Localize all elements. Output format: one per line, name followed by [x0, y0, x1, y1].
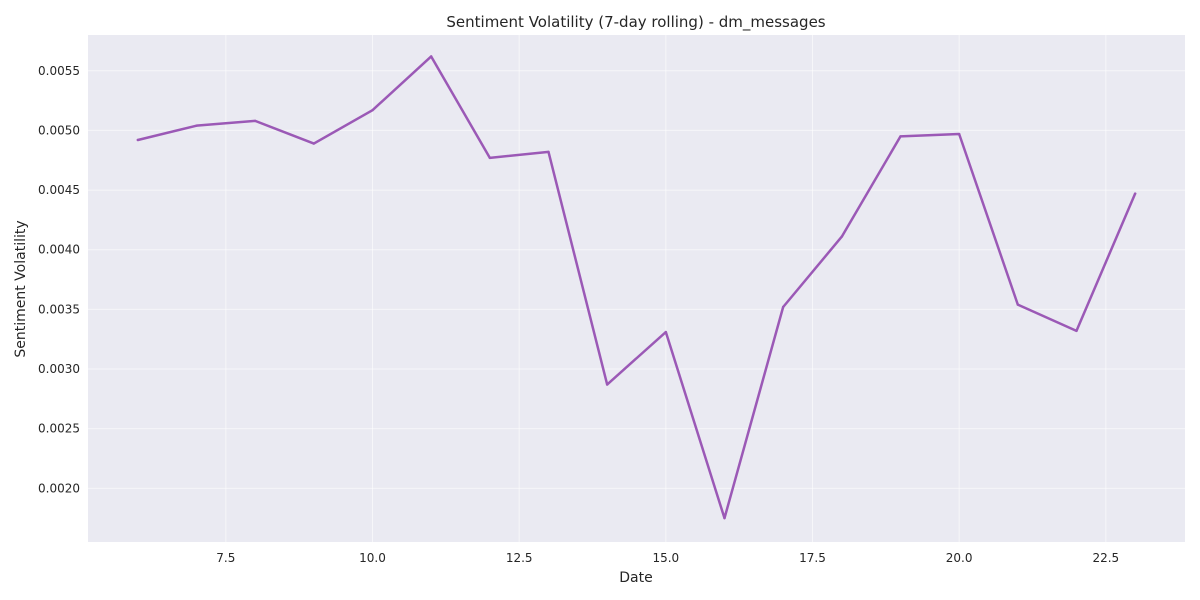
y-tick-label: 0.0055 [38, 64, 80, 78]
data-point [664, 330, 668, 334]
x-axis-label: Date [619, 570, 652, 586]
data-point [312, 142, 316, 145]
data-point [136, 138, 140, 142]
y-tick-label: 0.0020 [38, 481, 80, 495]
data-point [547, 150, 550, 154]
x-tick-label: 17.5 [799, 551, 826, 565]
y-tick-label: 0.0045 [38, 183, 80, 197]
data-point [899, 135, 902, 138]
data-point [840, 235, 844, 238]
data-point [1133, 192, 1137, 195]
y-tick-label: 0.0030 [38, 362, 80, 376]
data-point [605, 383, 609, 386]
tick-labels: 7.5 10.0 12.5 15.0 17.5 20.0 22.5 0.0020 0.0025 0… [38, 64, 1119, 565]
data-point [781, 305, 785, 309]
chart-title: Sentiment Volatility (7-day rolling) - d… [446, 13, 825, 32]
y-tick-label: 0.0025 [38, 422, 80, 436]
plot-area [88, 35, 1185, 542]
data-point [723, 516, 726, 520]
data-point [253, 119, 257, 123]
x-tick-label: 22.5 [1092, 551, 1119, 565]
data-point [371, 108, 374, 112]
x-tick-label: 10.0 [359, 551, 386, 565]
y-axis-label: Sentiment Volatility [13, 220, 29, 357]
x-tick-label: 12.5 [506, 551, 533, 565]
y-tick-label: 0.0050 [38, 123, 80, 137]
x-tick-label: 15.0 [652, 551, 679, 565]
y-tick-label: 0.0040 [38, 243, 80, 257]
y-tick-label: 0.0035 [38, 302, 80, 316]
x-tick-label: 7.5 [216, 551, 235, 565]
grid-layer [88, 35, 1185, 542]
data-point [195, 124, 198, 127]
data-point [488, 156, 492, 160]
data-point [957, 132, 961, 136]
series-line [136, 55, 1137, 520]
x-tick-label: 20.0 [946, 551, 973, 565]
data-point [429, 55, 433, 58]
data-point [1075, 329, 1078, 333]
data-point [1016, 303, 1020, 306]
series-layer [136, 55, 1137, 520]
